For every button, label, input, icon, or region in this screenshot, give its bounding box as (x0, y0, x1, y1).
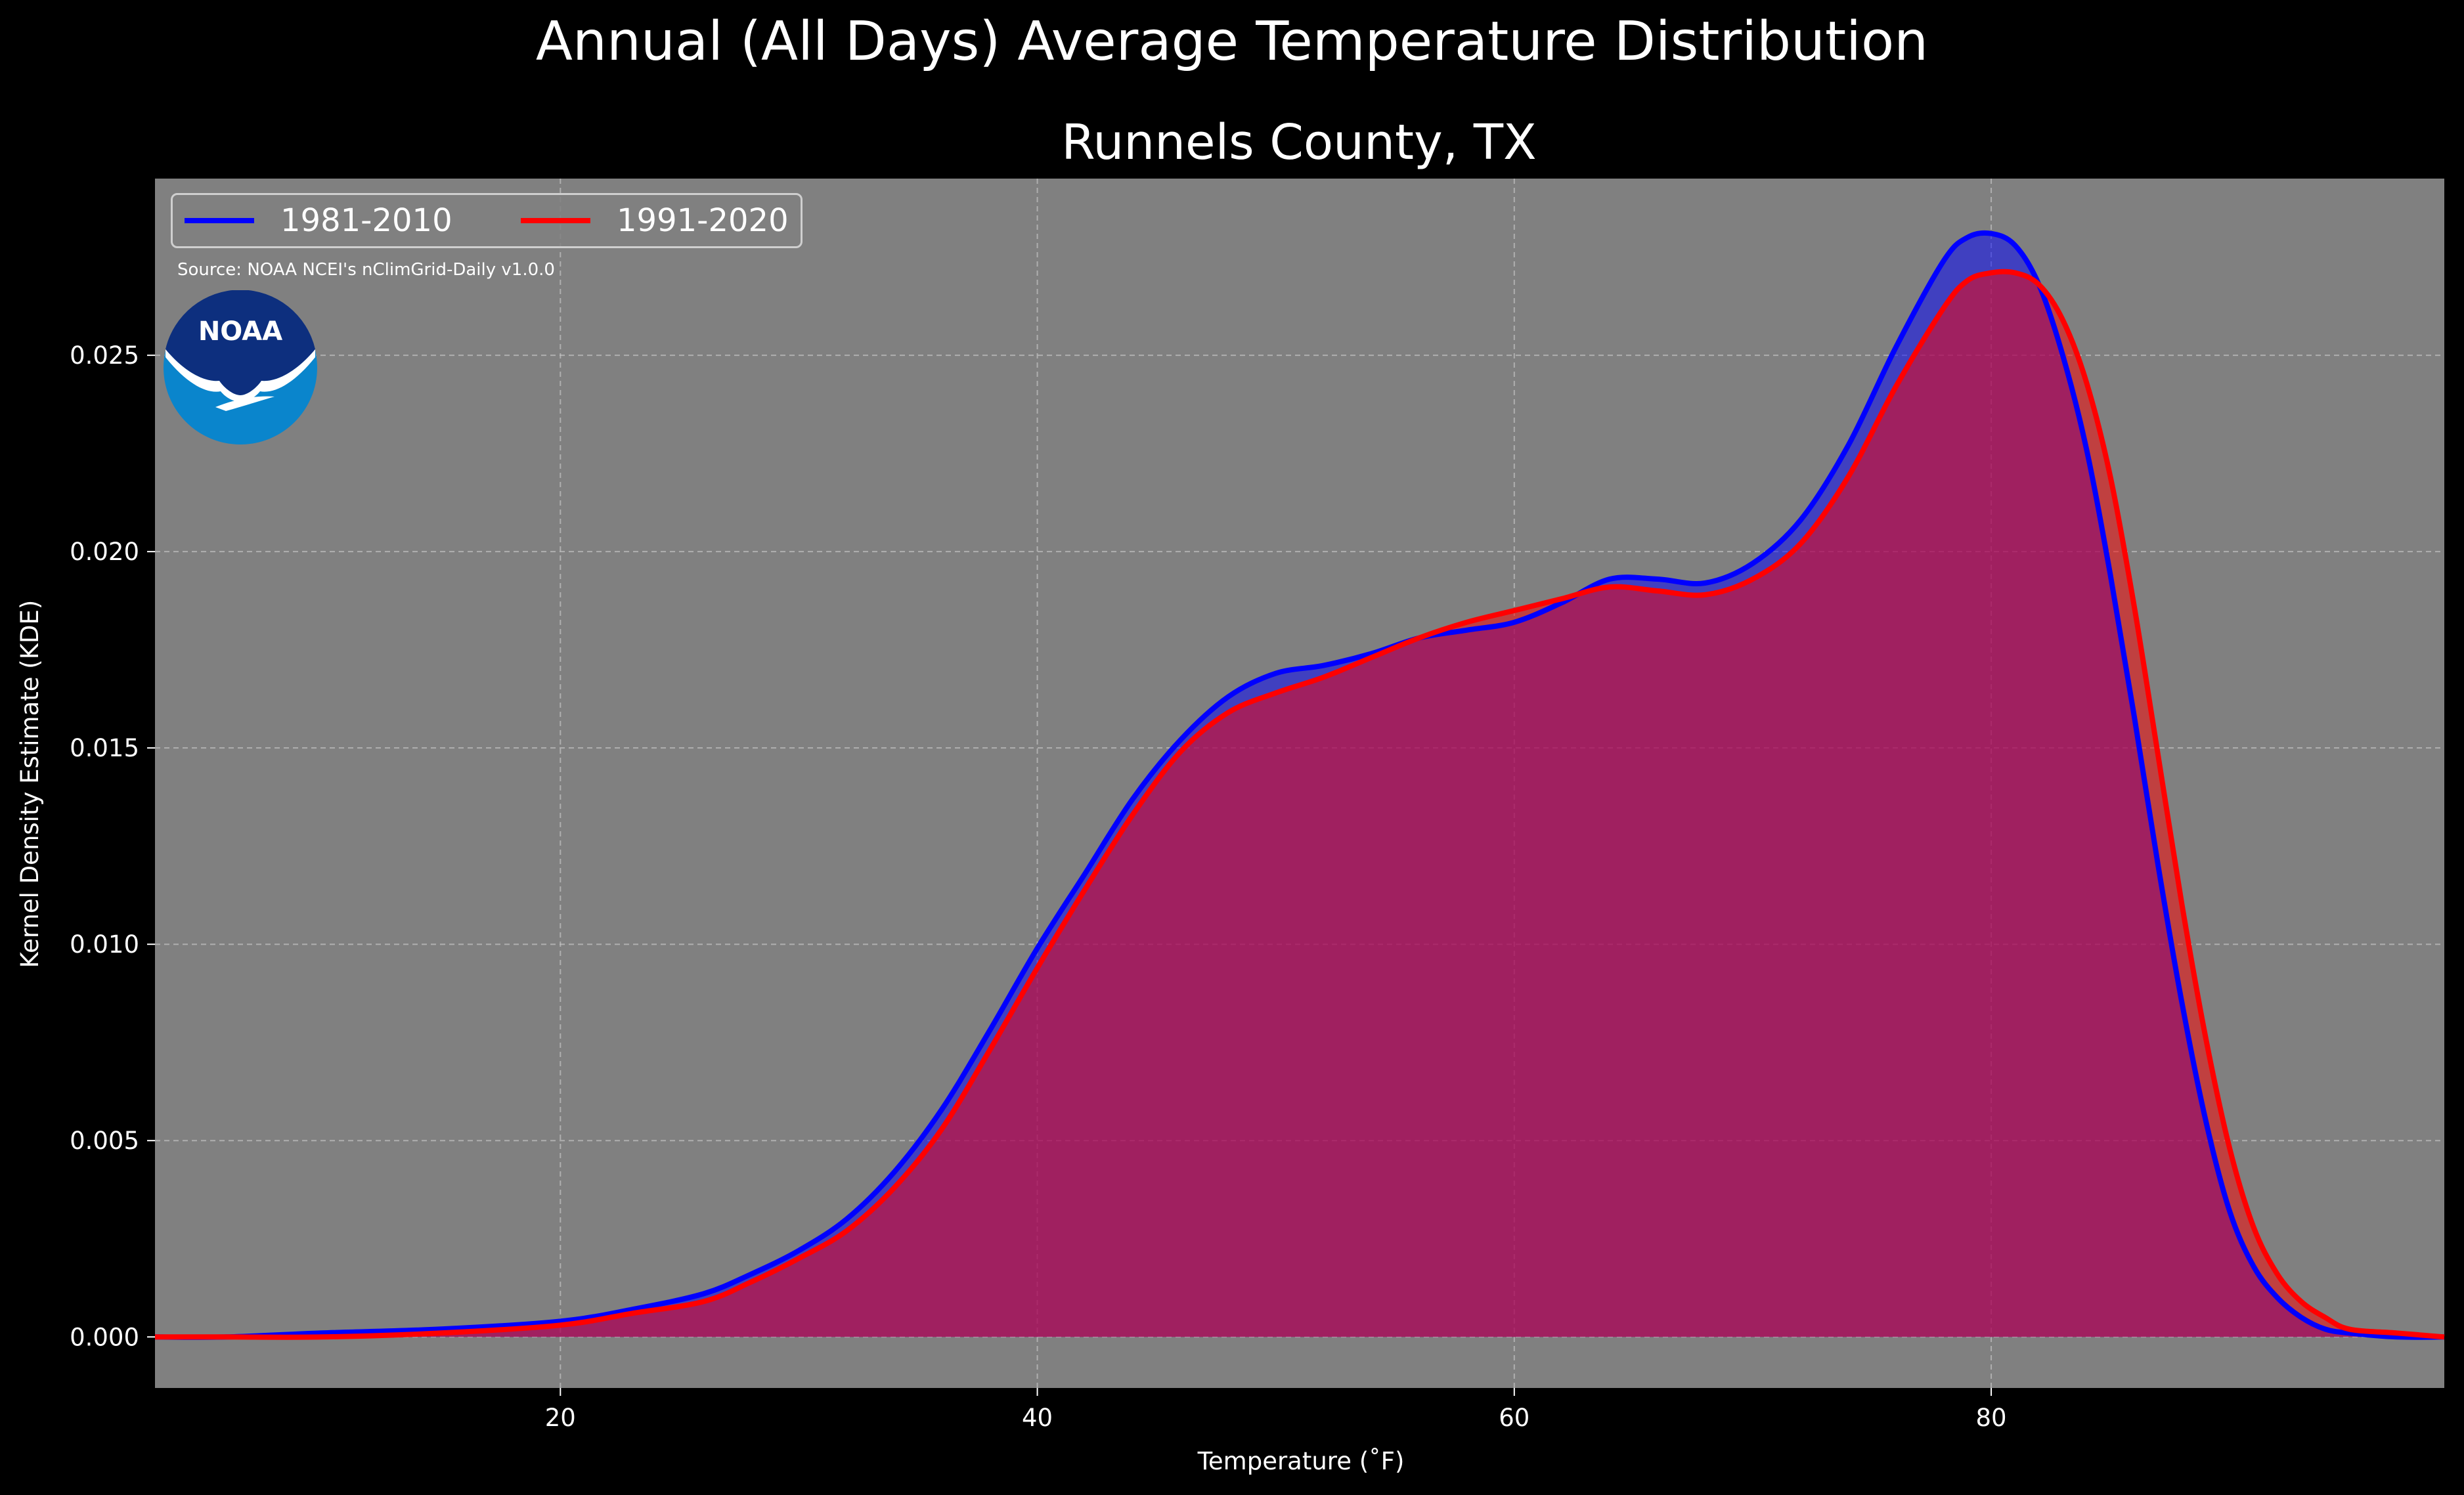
figure-suptitle: Annual (All Days) Average Temperature Di… (535, 11, 1929, 73)
x-tick-label: 80 (1976, 1404, 2007, 1432)
legend-item-1991-2020: 1991-2020 (521, 195, 789, 246)
x-tick-label: 20 (545, 1404, 576, 1432)
y-tick-label: 0.020 (70, 538, 139, 566)
noaa-logo-icon: NOAA (164, 290, 317, 444)
axes: 20 40 60 80 0.000 0.005 0.010 0.015 0.020 0.025 (70, 341, 2007, 1432)
line-1981-2010 (154, 230, 2445, 1340)
x-tick-label: 40 (1022, 1404, 1053, 1432)
x-tick-label: 60 (1499, 1404, 1529, 1432)
legend: 1981-2010 1991-2020 (171, 193, 803, 248)
legend-label-1991-2020: 1991-2020 (617, 202, 789, 239)
area-1991-2020 (155, 271, 2444, 1337)
noaa-logo-text: NOAA (198, 316, 282, 347)
y-tick-label: 0.000 (70, 1323, 139, 1351)
x-axis-label: Temperature (˚F) (1197, 1447, 1405, 1475)
legend-line-1981-2010 (185, 218, 254, 223)
y-tick-label: 0.005 (70, 1127, 139, 1155)
y-axis-label: Kernel Density Estimate (KDE) (16, 600, 44, 968)
y-tick-label: 0.010 (70, 930, 139, 959)
line-1991-2020 (154, 269, 2445, 1340)
legend-line-1991-2020 (521, 218, 590, 223)
legend-label-1981-2010: 1981-2010 (280, 202, 452, 239)
y-tick-label: 0.025 (70, 341, 139, 370)
chart-title: Runnels County, TX (1061, 114, 1536, 171)
y-tick-label: 0.015 (70, 734, 139, 762)
series-layer (154, 230, 2445, 1340)
legend-item-1981-2010: 1981-2010 (185, 195, 452, 246)
source-note: Source: NOAA NCEI's nClimGrid-Daily v1.0… (177, 260, 555, 280)
